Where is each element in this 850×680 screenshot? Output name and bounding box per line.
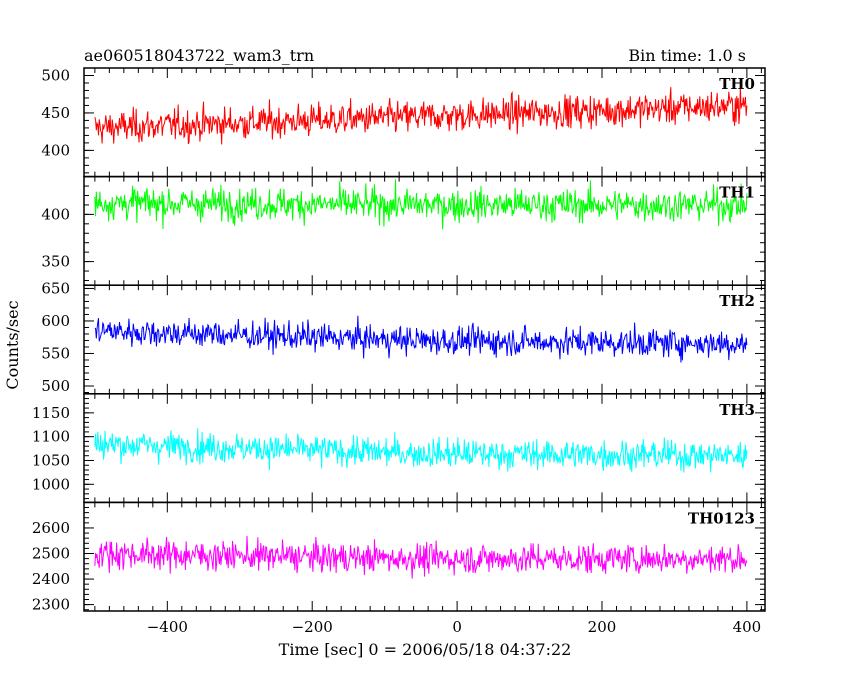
- y-tick-label: 2600: [32, 519, 70, 537]
- panel-th2: 500 550 600 650 TH2: [41, 279, 766, 395]
- y-tick-label: 400: [41, 141, 70, 159]
- series-line-th0123: [94, 535, 748, 579]
- y-tick-label: 600: [41, 312, 70, 330]
- series-line-th0: [94, 86, 748, 145]
- y-tick-label: 1150: [32, 404, 70, 422]
- y-tick-label: 1050: [32, 451, 70, 469]
- y-tick-label: 2500: [32, 545, 70, 563]
- y-tick-label: 1000: [32, 475, 70, 493]
- series-line-th2: [94, 315, 748, 363]
- y-tick-label: 650: [41, 279, 70, 297]
- panel-label: TH2: [719, 292, 755, 310]
- figure-title: ae060518043722_wam3_trn: [84, 46, 314, 65]
- x-tick-label: 200: [588, 618, 617, 636]
- panel-label: TH0123: [688, 509, 755, 527]
- panel-frame: [83, 175, 766, 286]
- bin-time-label: Bin time: 1.0 s: [628, 46, 746, 65]
- y-axis-label: Counts/sec: [3, 300, 22, 389]
- y-tick-label: 1100: [32, 428, 70, 446]
- x-tick-label: −400: [147, 618, 188, 636]
- x-tick-label: −200: [292, 618, 333, 636]
- panel-label: TH0: [719, 75, 755, 93]
- panel-th1: 350 400 TH1: [41, 175, 766, 286]
- x-axis-label: Time [sec] 0 = 2006/05/18 04:37:22: [279, 640, 572, 659]
- panel-th0123: 2300 2400 2500 2600 TH0123: [32, 501, 766, 614]
- panels-group: 400 450 500 TH0 350 400 TH1 500 550 600 650 TH2 1000…: [32, 66, 766, 636]
- y-tick-label: 450: [41, 104, 70, 122]
- y-tick-label: 400: [41, 205, 70, 223]
- panel-label: TH3: [719, 401, 755, 419]
- panel-th0: 400 450 500 TH0: [41, 66, 766, 178]
- panel-frame: [83, 501, 766, 612]
- panel-th3: 1000 1050 1100 1150 TH3: [32, 393, 766, 504]
- panel-label: TH1: [719, 184, 755, 202]
- y-tick-label: 500: [41, 66, 70, 84]
- series-line-th3: [94, 428, 748, 473]
- y-tick-label: 2400: [32, 570, 70, 588]
- series-line-th1: [94, 179, 748, 230]
- x-tick-label: 0: [452, 618, 462, 636]
- y-tick-label: 350: [41, 253, 70, 271]
- y-tick-label: 550: [41, 344, 70, 362]
- y-tick-label: 2300: [32, 596, 70, 614]
- y-tick-label: 500: [41, 377, 70, 395]
- x-tick-label: 400: [733, 618, 762, 636]
